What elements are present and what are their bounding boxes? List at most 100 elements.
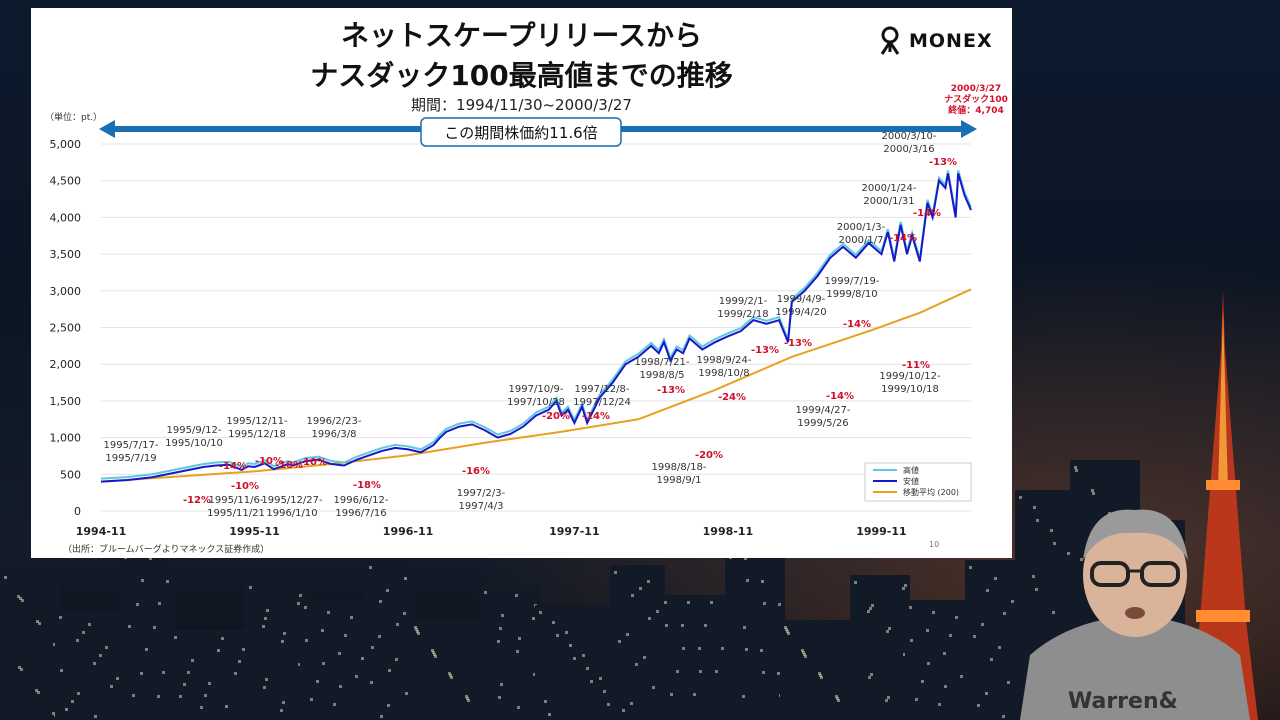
building-window	[299, 594, 302, 597]
building-window	[304, 606, 307, 609]
building-window	[378, 635, 381, 638]
building-window	[533, 673, 536, 676]
building-window	[264, 617, 267, 620]
peak-note: 2000/3/27 ナスダック100 終値：4,704	[943, 84, 1009, 117]
building	[660, 595, 730, 720]
building-window	[647, 580, 650, 583]
building-window	[166, 580, 169, 583]
building-window	[1032, 575, 1035, 578]
building-window	[746, 579, 749, 582]
building-window	[93, 662, 96, 665]
y-tick-label: 2,500	[50, 322, 82, 335]
building-window	[721, 647, 724, 650]
building-window	[785, 628, 788, 631]
building-window	[141, 579, 144, 582]
building-window	[870, 673, 873, 676]
building-window	[200, 706, 203, 709]
building-window	[715, 670, 718, 673]
building-window	[802, 651, 805, 654]
y-tick-label: 5,000	[50, 138, 82, 151]
building-window	[234, 672, 237, 675]
building-window	[744, 557, 747, 560]
building-window	[77, 692, 80, 695]
building-window	[465, 695, 468, 698]
monex-logo: MONEX	[877, 26, 993, 56]
annotation-drawdown-pct: -14%	[219, 461, 247, 472]
series-line-moving-average	[100, 288, 972, 483]
building-window	[1053, 542, 1056, 545]
building-window	[599, 677, 602, 680]
building-window	[676, 670, 679, 673]
building-window	[1002, 715, 1005, 718]
tokyo-tower-illustration	[1188, 290, 1258, 720]
building-window	[379, 600, 382, 603]
building-window	[682, 647, 685, 650]
building	[725, 550, 785, 720]
annotation-date-start: 1999/2/1-	[719, 296, 768, 307]
building-window	[208, 682, 211, 685]
building-window	[281, 640, 284, 643]
annotation-date-start: 1998/7/21-	[635, 357, 690, 368]
annotation-date-start: 1997/10/9-	[509, 384, 564, 395]
annotation-date-start: 1995/11/6-	[209, 495, 264, 506]
building-window	[973, 635, 976, 638]
building-window	[380, 715, 383, 718]
page-number: 10	[929, 540, 940, 549]
annotation-date-end: 1995/7/19	[105, 453, 156, 464]
building-window	[82, 631, 85, 634]
building-window	[981, 623, 984, 626]
building-window	[631, 594, 634, 597]
building-window	[532, 617, 535, 620]
building-window	[582, 654, 585, 657]
building-window	[926, 629, 929, 632]
building-window	[927, 662, 930, 665]
building-window	[1003, 612, 1006, 615]
building-window	[921, 680, 924, 683]
building	[480, 585, 540, 720]
building-window	[249, 586, 252, 589]
building-window	[904, 584, 907, 587]
building-window	[310, 698, 313, 701]
annotation-drawdown-pct: -12%	[183, 495, 211, 506]
building-window	[298, 663, 301, 666]
series-line-low	[100, 173, 972, 483]
building-window	[297, 602, 300, 605]
building-window	[36, 620, 39, 623]
building-window	[305, 639, 308, 642]
building-window	[902, 587, 905, 590]
building-window	[801, 649, 804, 652]
unit-label: （単位：pt.）	[45, 113, 103, 123]
building-window	[105, 646, 108, 649]
annotation-date-end: 1998/9/1	[657, 475, 702, 486]
annotation-drawdown-pct: -10%	[275, 460, 303, 471]
building-window	[339, 685, 342, 688]
building-window	[949, 634, 952, 637]
building-window	[149, 557, 152, 560]
building-window	[886, 630, 889, 633]
building-window	[498, 696, 501, 699]
building-window	[59, 616, 62, 619]
building-window	[699, 670, 702, 673]
building-window	[670, 693, 673, 696]
legend-label: 移動平均 (200)	[903, 487, 959, 497]
building-window	[565, 631, 568, 634]
building-window	[19, 597, 22, 600]
building-window	[65, 708, 68, 711]
building	[780, 620, 855, 720]
building-window	[664, 601, 667, 604]
building-window	[361, 657, 364, 660]
building-window	[396, 623, 399, 626]
legend-label: 高値	[903, 465, 919, 475]
building-window	[37, 691, 40, 694]
building-window	[985, 692, 988, 695]
x-tick-label: 1999-11	[856, 525, 907, 538]
building-window	[140, 672, 143, 675]
annotation-date-start: 1995/12/11-	[226, 416, 288, 427]
building-window	[614, 571, 617, 574]
annotation-date-end: 2000/1/7	[839, 235, 884, 246]
annotation-date-start: 1999/4/27-	[796, 405, 851, 416]
building-window	[333, 703, 336, 706]
building-window	[38, 622, 41, 625]
building-window	[760, 649, 763, 652]
building-window	[630, 702, 633, 705]
